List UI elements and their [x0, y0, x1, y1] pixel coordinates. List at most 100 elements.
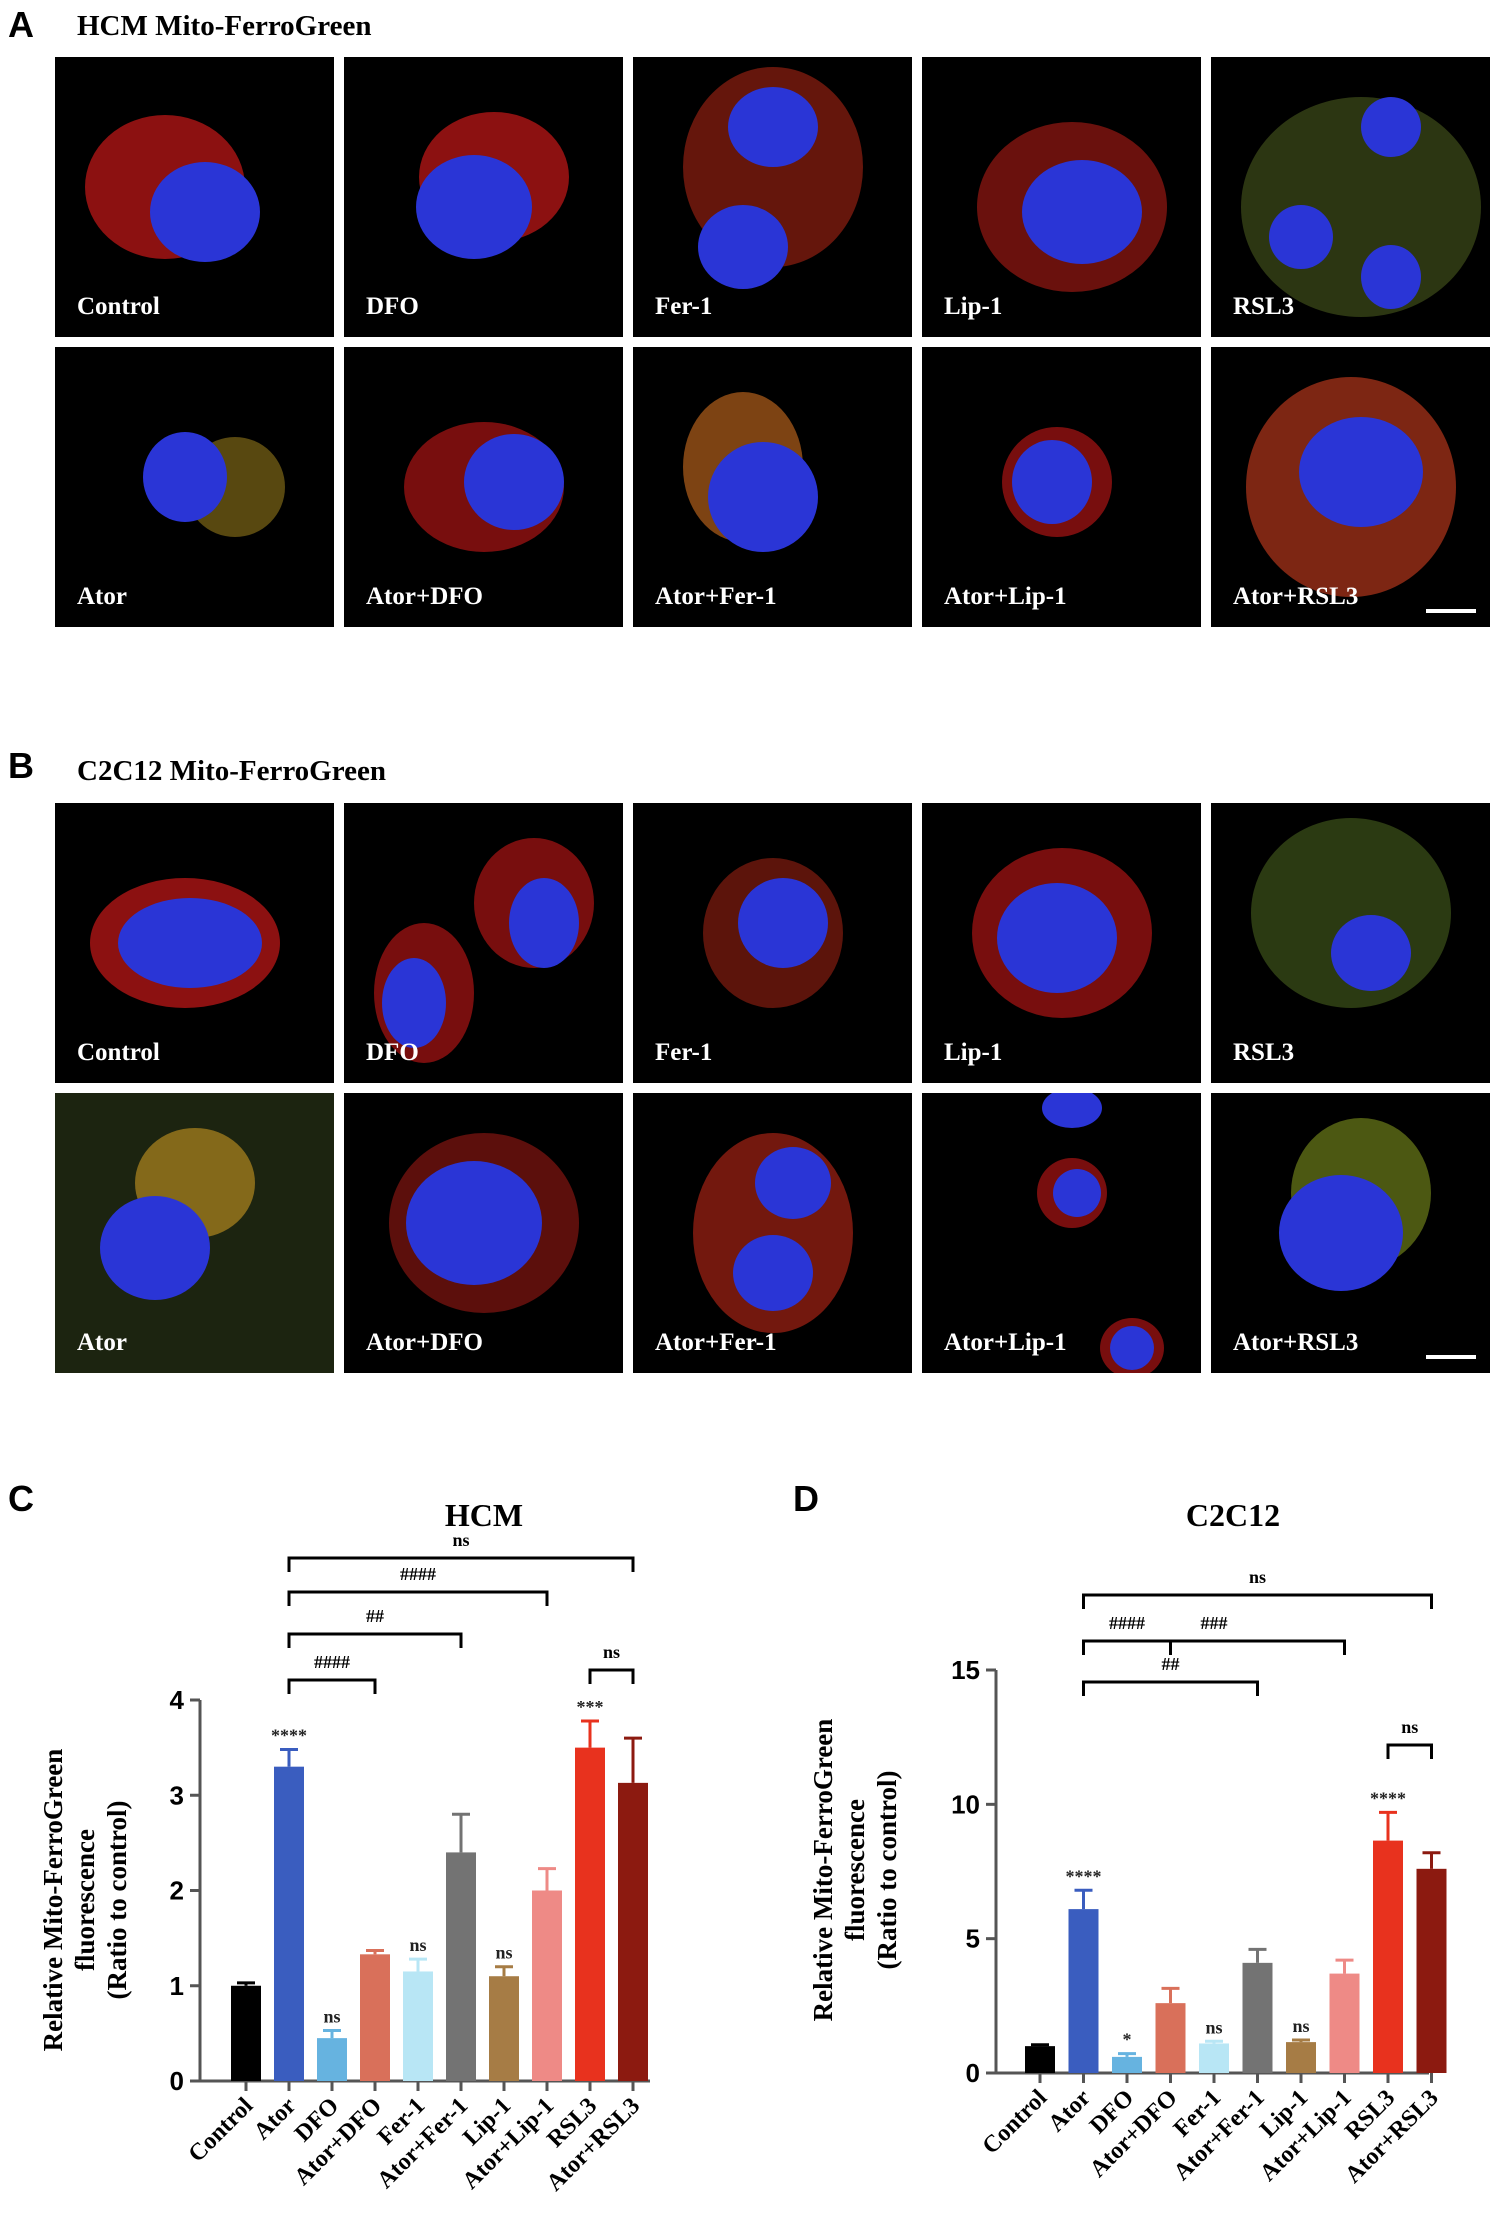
micrograph-label: Ator+RSL3: [1233, 583, 1359, 610]
significance-label: ****: [1370, 1788, 1406, 1808]
y-tick-label: 5: [966, 1924, 980, 1954]
panel-letter-c: C: [8, 1478, 34, 1519]
y-tick-label: 0: [966, 2058, 980, 2088]
significance-label: ns: [1292, 2016, 1309, 2036]
micrograph-label: Ator: [77, 583, 127, 610]
micrograph-label: Fer-1: [655, 1039, 713, 1066]
bar: [1068, 1909, 1099, 2073]
y-axis-label: Relative Mito-FerroGreen: [808, 1719, 838, 2022]
micrograph-label: Ator+Fer-1: [655, 1329, 777, 1356]
significance-bracket: [588, 1668, 635, 1684]
micrograph-dfo: DFO: [344, 803, 623, 1083]
bar: [532, 1890, 562, 2081]
panel-letter-a: A: [8, 4, 34, 45]
micrograph-ator-rsl3: Ator+RSL3: [1211, 1093, 1490, 1373]
bar: [1373, 1840, 1403, 2073]
panel-letter-d: D: [793, 1478, 819, 1519]
significance-label: ***: [577, 1697, 604, 1717]
y-tick-label: 15: [951, 1655, 980, 1685]
micrograph-ator-dfo: Ator+DFO: [344, 347, 623, 627]
micrograph-label: Ator+Lip-1: [944, 583, 1067, 610]
bracket-label: ###: [1201, 1613, 1228, 1633]
micrograph-label: Fer-1: [655, 293, 713, 320]
micrograph-ator-fer-1: Ator+Fer-1: [633, 347, 912, 627]
x-tick-label: Control: [184, 2093, 259, 2168]
bar: [1242, 1962, 1273, 2073]
scale-bar: [1426, 609, 1476, 613]
bar: [575, 1747, 605, 2081]
bar: [446, 1852, 476, 2081]
y-axis-label: fluorescence: [70, 1829, 100, 1971]
micrograph-ator-rsl3: Ator+RSL3: [1211, 347, 1490, 627]
y-axis-label: (Ratio to control): [102, 1801, 132, 2000]
bar: [1329, 1973, 1360, 2073]
micrograph-row: Control DFO Fer-1 Lip-1 RSL3: [55, 57, 1491, 337]
bracket-label: ns: [452, 1530, 469, 1550]
bracket-label: ns: [603, 1642, 620, 1662]
micrograph-fer-1: Fer-1: [633, 803, 912, 1083]
micrograph-ator-fer-1: Ator+Fer-1: [633, 1093, 912, 1373]
bar: [1155, 2003, 1186, 2073]
micrograph-rsl3: RSL3: [1211, 803, 1490, 1083]
bracket-label: ####: [1109, 1613, 1145, 1633]
micrograph-row: Ator Ator+DFO Ator+Fer-1 Ator+Lip-1 Ator…: [55, 1093, 1491, 1373]
y-axis-label: (Ratio to control): [872, 1771, 902, 1970]
bar: [231, 1985, 261, 2081]
y-axis-label: fluorescence: [840, 1799, 870, 1941]
significance-bracket: [287, 1556, 635, 1572]
micrograph-label: Lip-1: [944, 1039, 1003, 1066]
chart-title: C2C12: [1186, 1497, 1280, 1533]
micrograph-fer-1: Fer-1: [633, 57, 912, 337]
y-tick-label: 4: [170, 1685, 185, 1715]
significance-bracket: [1082, 1639, 1172, 1655]
bracket-label: ####: [314, 1652, 350, 1672]
significance-label: ns: [323, 2007, 340, 2027]
micrograph-label: DFO: [366, 1039, 419, 1066]
bar: [274, 1766, 304, 2081]
micrograph-label: Ator+Fer-1: [655, 583, 777, 610]
bar: [317, 2038, 347, 2081]
significance-bracket: [1082, 1680, 1259, 1696]
y-tick-label: 1: [170, 1971, 184, 2001]
micrograph-row: Control DFO Fer-1 Lip-1 RSL3: [55, 803, 1491, 1083]
micrograph-label: Ator: [77, 1329, 127, 1356]
bracket-label: ##: [366, 1606, 384, 1626]
micrograph-ator-dfo: Ator+DFO: [344, 1093, 623, 1373]
significance-label: *: [1123, 2030, 1132, 2050]
significance-label: ns: [409, 1935, 426, 1955]
micrograph-control: Control: [55, 57, 334, 337]
micrograph-ator: Ator: [55, 1093, 334, 1373]
significance-bracket: [1082, 1639, 1346, 1655]
micrograph-rsl3: RSL3: [1211, 57, 1490, 337]
bracket-label: ns: [1249, 1567, 1266, 1587]
c2c12-bar-chart: C2C12 0 5 10 15 Relative Mito-FerroGreen fluor…: [808, 1497, 1447, 2188]
bar: [360, 1954, 390, 2081]
bracket-label: ns: [1401, 1717, 1418, 1737]
panel-a-title: HCM Mito-FerroGreen: [77, 10, 372, 42]
micrograph-label: Ator+Lip-1: [944, 1329, 1067, 1356]
significance-bracket: [287, 1678, 377, 1694]
micrograph-lip-1: Lip-1: [922, 57, 1201, 337]
x-tick-label: Ator: [249, 2093, 302, 2146]
micrograph-grid-hcm: Control DFO Fer-1 Lip-1 RSL3 Ator Ator+D…: [55, 57, 1491, 637]
micrograph-label: Ator+DFO: [366, 583, 483, 610]
micrograph-label: RSL3: [1233, 293, 1295, 320]
significance-label: ns: [1205, 2017, 1222, 2037]
micrograph-label: Ator+RSL3: [1233, 1329, 1359, 1356]
y-tick-label: 2: [170, 1876, 184, 1906]
micrograph-ator-lip-1: Ator+Lip-1: [922, 347, 1201, 627]
bracket-label: ####: [400, 1564, 436, 1584]
significance-bracket: [1082, 1593, 1433, 1609]
bar: [1416, 1868, 1447, 2073]
panel-b-title: C2C12 Mito-FerroGreen: [77, 755, 386, 787]
panel-letter-b: B: [8, 745, 34, 786]
bar: [1112, 2056, 1142, 2073]
y-axis-label: Relative Mito-FerroGreen: [38, 1749, 68, 2052]
bar: [403, 1971, 433, 2081]
bracket-label: ##: [1162, 1654, 1180, 1674]
significance-label: ****: [1066, 1866, 1102, 1886]
micrograph-lip-1: Lip-1: [922, 803, 1201, 1083]
significance-label: ****: [271, 1726, 307, 1746]
micrograph-grid-c2c12: Control DFO Fer-1 Lip-1 RSL3 Ator Ator+D…: [55, 803, 1491, 1383]
micrograph-ator: Ator: [55, 347, 334, 627]
